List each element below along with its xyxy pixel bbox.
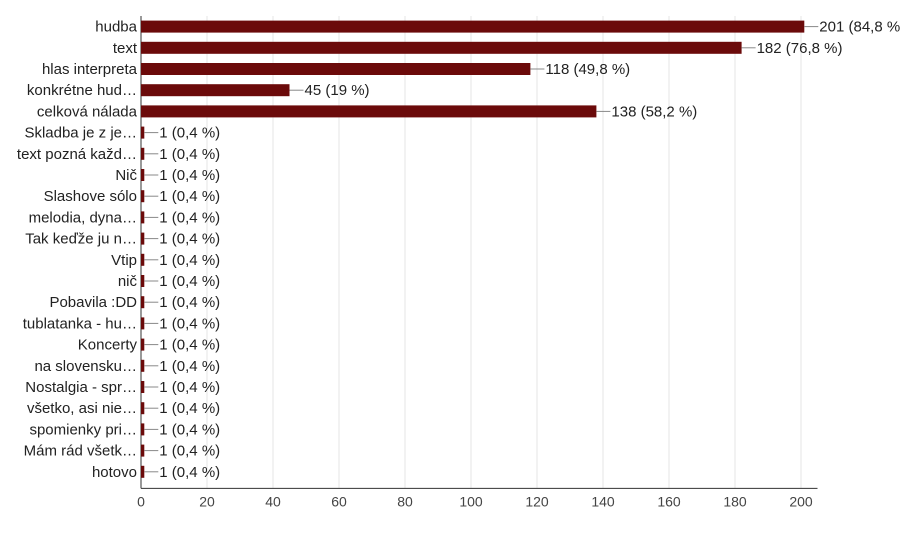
category-label: hudba — [95, 19, 137, 36]
value-label: 1 (0,4 %) — [159, 421, 220, 438]
value-label: 1 (0,4 %) — [159, 188, 220, 205]
value-label: 1 (0,4 %) — [159, 231, 220, 248]
bar[interactable] — [141, 423, 145, 436]
category-label: hlas interpreta — [42, 61, 138, 78]
x-tick-label: 0 — [137, 493, 145, 509]
x-tick-label: 20 — [199, 493, 215, 509]
bar[interactable] — [141, 63, 531, 75]
bar[interactable] — [141, 211, 145, 224]
value-label: 1 (0,4 %) — [159, 252, 220, 269]
category-label: tublatanka - hu… — [23, 315, 137, 332]
category-label: Nostalgia - spr… — [25, 379, 137, 396]
category-label: text — [113, 40, 138, 57]
bar[interactable] — [141, 232, 145, 245]
category-label: spomienky pri… — [29, 421, 137, 438]
x-tick-label: 140 — [591, 493, 615, 509]
category-label: Tak keďže ju n… — [25, 231, 137, 248]
x-tick-label: 200 — [789, 493, 813, 509]
category-label: Pobavila :DD — [49, 294, 137, 311]
bar[interactable] — [141, 84, 290, 97]
value-label: 45 (19 %) — [305, 82, 370, 99]
value-label: 182 (76,8 %) — [757, 40, 843, 57]
bar[interactable] — [141, 20, 805, 33]
value-label: 1 (0,4 %) — [159, 209, 220, 226]
bar[interactable] — [141, 253, 145, 266]
category-label: na slovensku… — [34, 358, 137, 375]
value-label: 1 (0,4 %) — [159, 167, 220, 184]
bar[interactable] — [141, 381, 145, 393]
x-tick-label: 100 — [459, 493, 483, 509]
value-label: 1 (0,4 %) — [159, 379, 220, 396]
bar[interactable] — [141, 317, 145, 330]
category-label: melodia, dyna… — [29, 209, 137, 226]
bar[interactable] — [141, 359, 145, 372]
bar[interactable] — [141, 296, 145, 309]
category-label: všetko, asi nie… — [27, 400, 137, 417]
x-tick-label: 180 — [723, 493, 747, 509]
bar[interactable] — [141, 126, 145, 139]
value-label: 1 (0,4 %) — [159, 337, 220, 354]
value-label: 1 (0,4 %) — [159, 443, 220, 460]
bar[interactable] — [141, 169, 145, 181]
value-label: 118 (49,8 %) — [545, 61, 630, 78]
bar[interactable] — [141, 444, 145, 457]
category-label: text pozná každ… — [17, 146, 137, 163]
x-tick-label: 80 — [397, 493, 413, 509]
bar[interactable] — [141, 147, 145, 160]
category-label: Slashove sólo — [44, 188, 137, 205]
bar[interactable] — [141, 105, 597, 118]
x-tick-label: 40 — [265, 493, 281, 509]
x-tick-label: 120 — [525, 493, 549, 509]
category-label: konkrétne hud… — [27, 82, 137, 99]
value-label: 1 (0,4 %) — [159, 294, 220, 311]
bar[interactable] — [141, 465, 145, 478]
value-label: 1 (0,4 %) — [159, 273, 220, 290]
value-label: 1 (0,4 %) — [159, 358, 220, 375]
value-label: 1 (0,4 %) — [159, 125, 220, 142]
category-label: Nič — [115, 167, 137, 184]
value-label: 1 (0,4 %) — [159, 146, 220, 163]
category-label: Koncerty — [78, 337, 138, 354]
x-tick-label: 60 — [331, 493, 347, 509]
value-label: 1 (0,4 %) — [159, 464, 220, 481]
category-label: Vtip — [111, 252, 137, 269]
bar[interactable] — [141, 275, 145, 287]
value-label: 1 (0,4 %) — [159, 315, 220, 332]
value-label: 138 (58,2 %) — [611, 103, 697, 120]
category-label: nič — [118, 273, 138, 290]
value-label: 1 (0,4 %) — [159, 400, 220, 417]
category-label: Skladba je z je… — [24, 125, 137, 142]
category-label: celková nálada — [37, 103, 138, 120]
bar[interactable] — [141, 338, 145, 351]
bar[interactable] — [141, 41, 742, 54]
category-label: hotovo — [92, 464, 137, 481]
x-tick-label: 160 — [657, 493, 681, 509]
bar[interactable] — [141, 402, 145, 415]
category-label: Mám rád všetk… — [24, 443, 137, 460]
value-label: 201 (84,8 % — [819, 19, 900, 36]
bar[interactable] — [141, 190, 145, 203]
